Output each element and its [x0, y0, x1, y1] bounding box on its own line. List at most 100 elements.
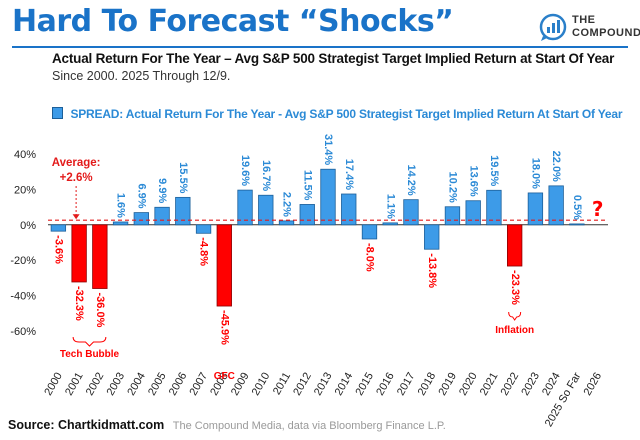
x-tick-label: 2019 — [436, 371, 459, 398]
data-label: -32.3% — [73, 286, 85, 321]
data-label: 19.5% — [488, 155, 500, 186]
x-tick-label: 2026 — [582, 371, 605, 398]
bar — [175, 196, 191, 226]
question-mark: ? — [592, 197, 604, 221]
x-tick-label: 2005 — [146, 371, 169, 398]
bar — [486, 189, 502, 226]
x-tick-label: 2003 — [105, 371, 128, 398]
bar — [299, 204, 315, 226]
x-tick-label: 2004 — [125, 371, 148, 398]
data-label: 19.6% — [239, 155, 251, 186]
bar — [361, 224, 378, 240]
x-tick-label: 2017 — [395, 371, 418, 398]
y-tick-label: -20% — [10, 255, 36, 267]
bar — [112, 221, 129, 226]
x-tick-label: 2014 — [333, 371, 356, 398]
chart-legend: SPREAD: Actual Return For The Year - Avg… — [52, 105, 623, 123]
data-label: -8.0% — [364, 243, 376, 272]
data-label: -36.0% — [94, 293, 106, 328]
bar — [133, 212, 149, 226]
y-tick-label: -60% — [10, 326, 36, 338]
bar — [278, 220, 295, 226]
bar — [444, 206, 461, 226]
data-label: 31.4% — [322, 134, 334, 165]
x-tick-label: 2022 — [499, 371, 522, 398]
bar — [569, 223, 585, 226]
brand-logo: THE COMPOUND — [538, 8, 640, 48]
data-label: 9.9% — [156, 178, 168, 203]
data-label: 18.0% — [530, 158, 542, 189]
data-label: -23.3% — [509, 270, 521, 305]
inflation-label: Inflation — [495, 325, 534, 336]
x-tick-label: 2001 — [63, 371, 86, 398]
x-tick-label: 2020 — [457, 371, 480, 398]
bar — [320, 168, 336, 226]
source-line: Source: Chartkidmatt.com The Compound Me… — [8, 416, 446, 434]
x-tick-label: 2013 — [312, 371, 335, 398]
bar — [195, 224, 212, 234]
brand-name-line-1: THE — [572, 14, 596, 26]
legend-swatch — [52, 107, 63, 119]
data-label: 22.0% — [550, 151, 562, 182]
bar — [548, 185, 564, 226]
bar — [382, 222, 398, 226]
data-label: 0.5% — [571, 195, 583, 220]
bar — [216, 224, 232, 307]
x-tick-label: 2012 — [291, 371, 314, 398]
data-label: -3.6% — [52, 235, 64, 264]
bar — [71, 224, 87, 283]
bar — [465, 200, 481, 226]
data-label: 1.6% — [115, 193, 127, 218]
gfc-label: GFC — [214, 371, 235, 382]
data-label: 11.5% — [301, 170, 313, 201]
x-tick-label: 2016 — [374, 371, 397, 398]
data-label: 1.1% — [384, 194, 396, 219]
tech-bubble-brace — [72, 336, 107, 347]
page-title: Hard To Forecast “Shocks” — [12, 4, 454, 39]
data-label: -13.8% — [426, 253, 438, 288]
source-detail: The Compound Media, data via Bloomberg F… — [172, 420, 446, 432]
x-tick-label: 2021 — [478, 370, 501, 397]
data-label: -45.9% — [218, 310, 230, 345]
y-tick-label: 0% — [20, 220, 36, 232]
inflation-brace — [508, 311, 522, 321]
data-label: 17.4% — [343, 159, 355, 190]
legend-label: SPREAD: Actual Return For The Year - Avg… — [70, 107, 623, 121]
title-rule — [12, 46, 628, 48]
bar — [527, 192, 544, 226]
bar — [507, 224, 523, 267]
x-tick-label: 2011 — [271, 371, 293, 397]
x-tick-label: 2015 — [353, 371, 376, 398]
tech-bubble-label: Tech Bubble — [60, 349, 120, 360]
bar — [92, 224, 108, 289]
brand-name-line-2: COMPOUND — [572, 27, 640, 39]
x-tick-label: 2002 — [84, 371, 107, 398]
data-label: 15.5% — [177, 162, 189, 193]
bar — [237, 189, 253, 226]
bar — [50, 224, 67, 232]
data-label: 6.9% — [135, 184, 147, 209]
bar — [403, 199, 419, 226]
data-label: 14.2% — [405, 164, 417, 195]
source-credit: Source: Chartkidmatt.com — [8, 418, 165, 432]
average-annotation-value: +2.6% — [60, 172, 93, 184]
y-tick-label: 20% — [14, 184, 36, 196]
data-label: -4.8% — [198, 237, 210, 266]
chart-subtitle: Actual Return For The Year – Avg S&P 500… — [52, 51, 615, 66]
x-tick-label: 2007 — [188, 371, 211, 398]
x-tick-label: 2006 — [167, 371, 190, 398]
data-label: 13.6% — [467, 166, 479, 197]
bar — [424, 224, 440, 250]
x-tick-label: 2023 — [519, 371, 542, 398]
y-tick-label: -40% — [10, 291, 36, 303]
bar — [258, 194, 274, 226]
data-label: 16.7% — [260, 160, 272, 191]
data-label: 2.2% — [281, 192, 293, 217]
average-arrow-head — [72, 214, 80, 220]
data-label: 10.2% — [447, 172, 459, 203]
title-block: Hard To Forecast “Shocks” Actual Return … — [0, 0, 640, 86]
x-tick-label: 2010 — [250, 371, 273, 398]
y-tick-label: 40% — [14, 149, 36, 161]
bar — [341, 193, 357, 226]
